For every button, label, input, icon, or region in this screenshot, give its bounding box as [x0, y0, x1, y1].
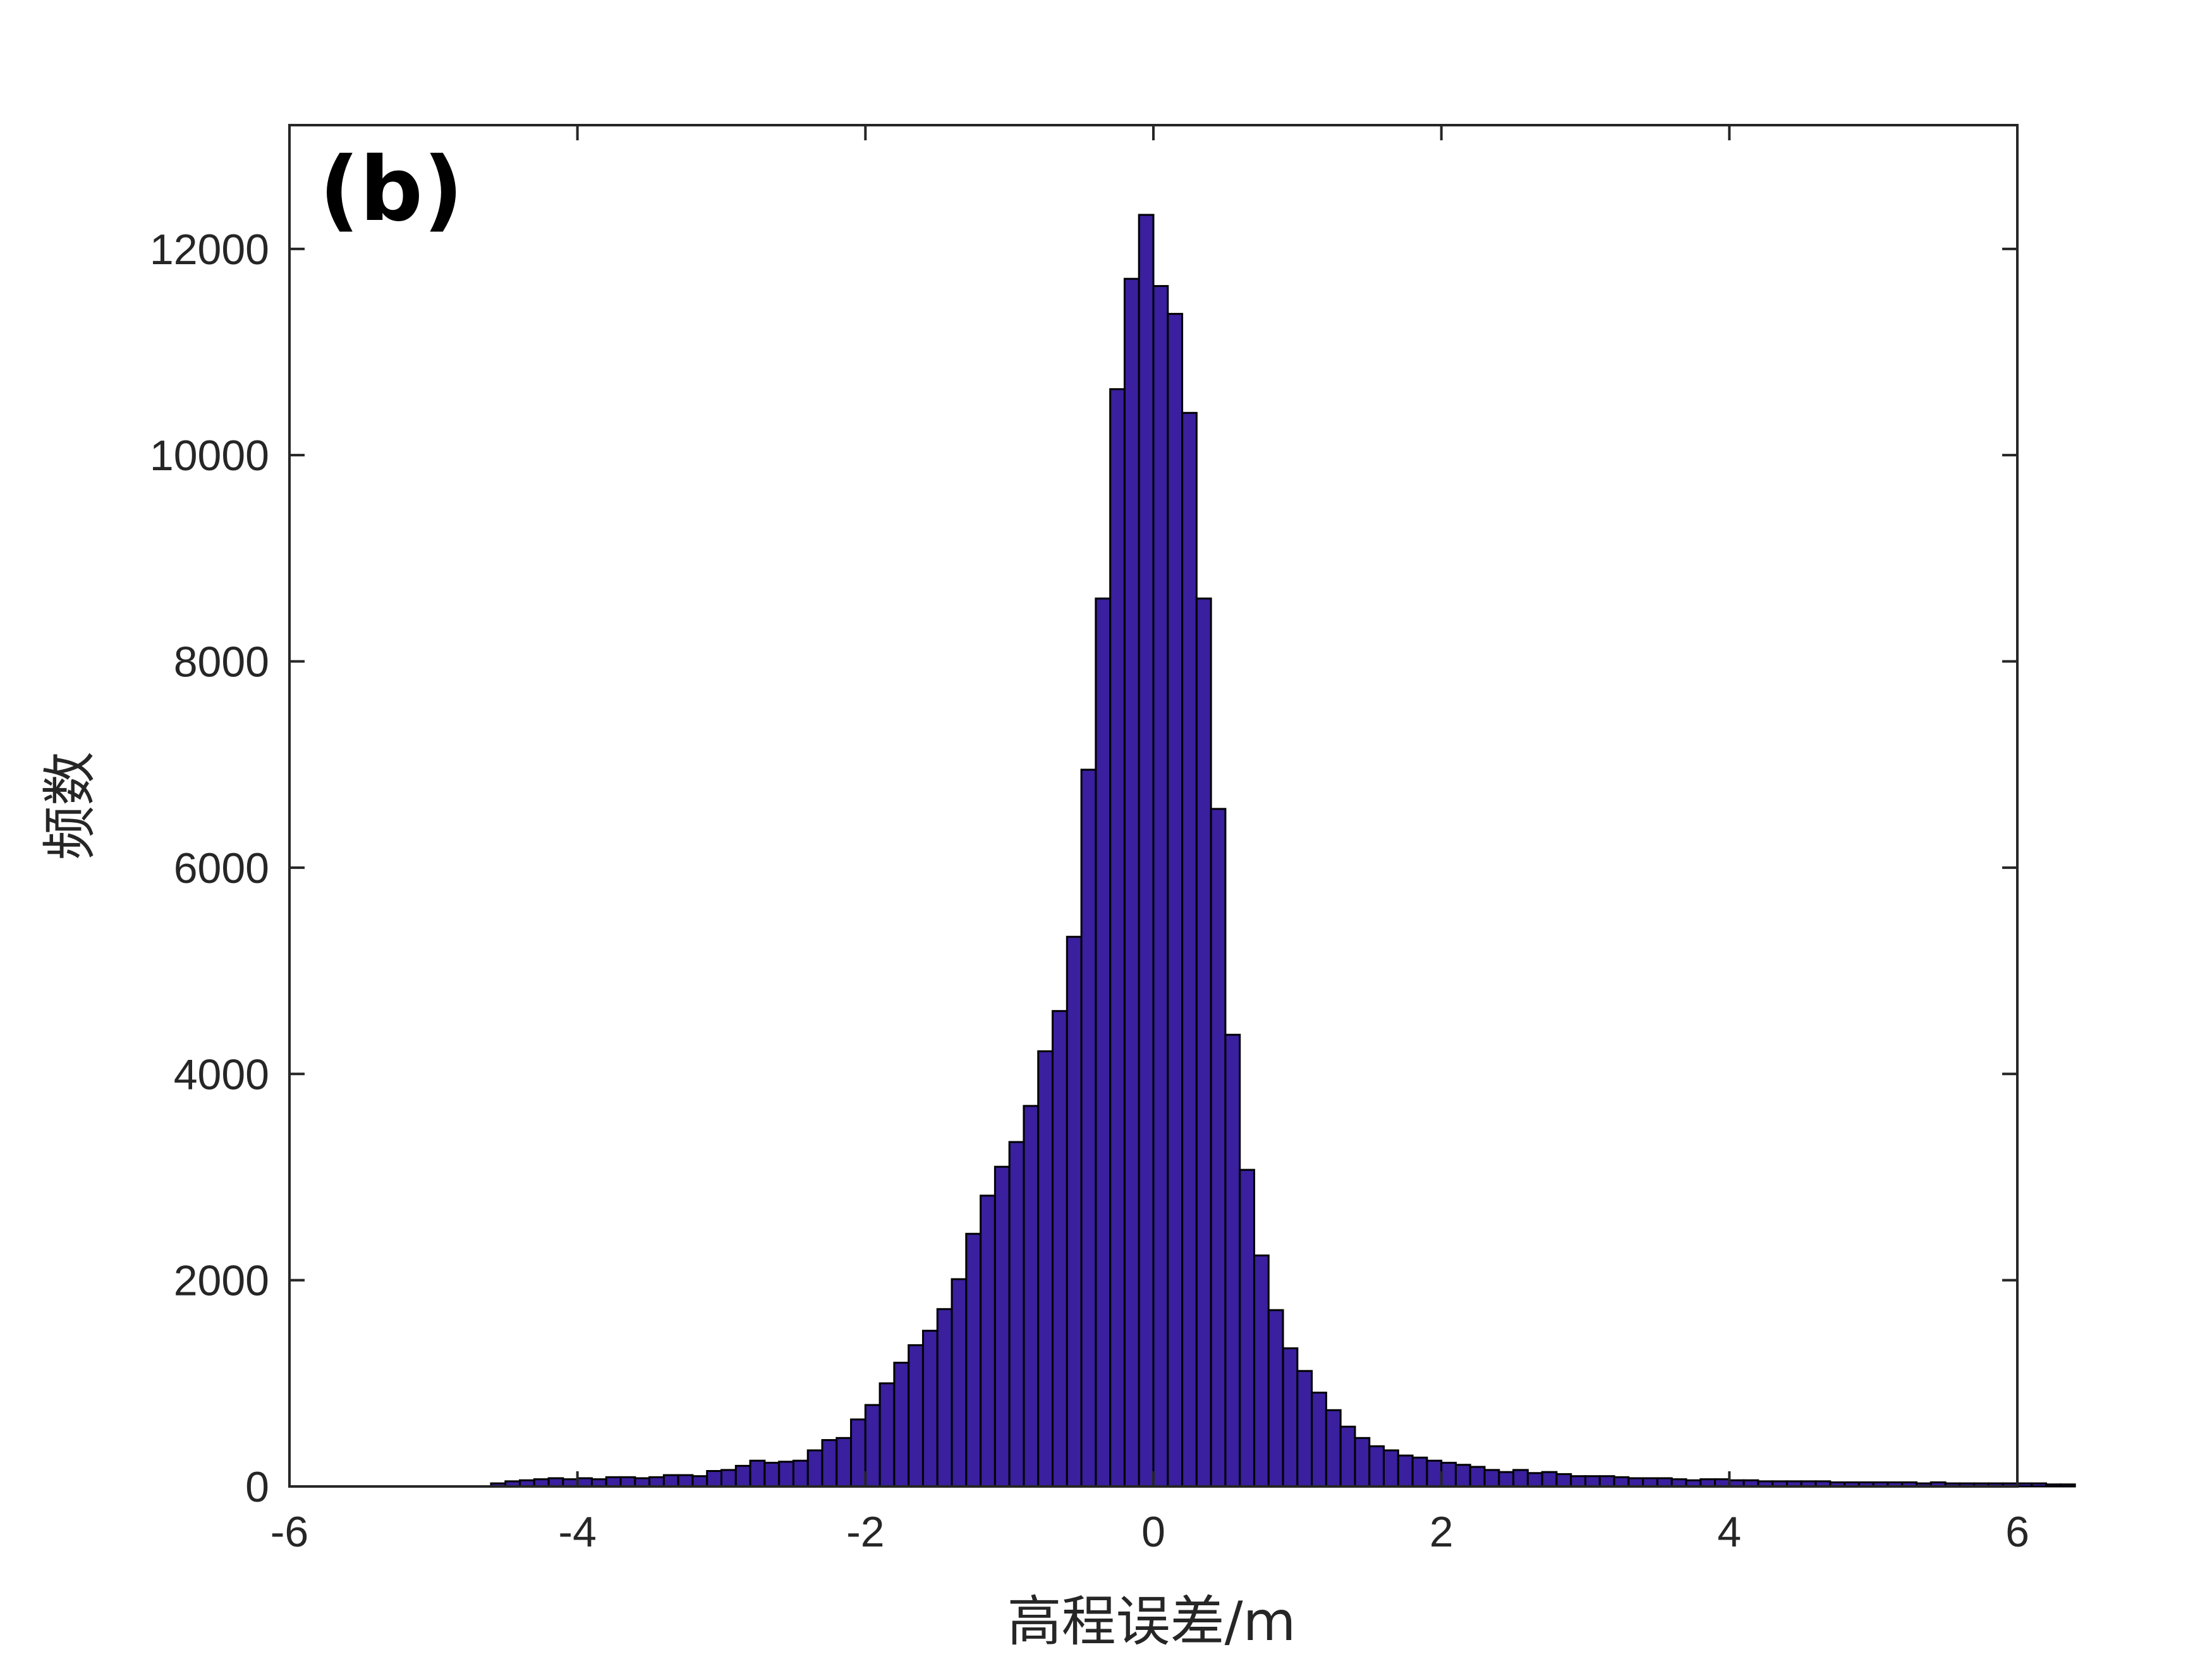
histogram-bar — [1368, 1445, 1385, 1488]
x-tick-labels: -6 -4 -2 0 2 4 6 — [270, 1508, 2029, 1556]
histogram-bar — [980, 1194, 996, 1488]
histogram-bar — [1469, 1466, 1486, 1488]
histogram-bar — [1570, 1475, 1586, 1488]
histogram-bar — [1282, 1347, 1299, 1488]
histogram-bar — [836, 1437, 853, 1488]
x-tick-label: -4 — [558, 1508, 596, 1556]
histogram-bar — [1195, 597, 1212, 1488]
histogram-bar — [2016, 1482, 2033, 1488]
histogram-bar — [1325, 1409, 1342, 1488]
histogram-bar — [1311, 1392, 1327, 1488]
histogram-bar — [921, 1330, 939, 1488]
y-tick-label: 4000 — [174, 1050, 269, 1098]
histogram-bar — [1123, 277, 1140, 1488]
histogram-bar — [1253, 1254, 1270, 1488]
histogram-bar — [2059, 1483, 2076, 1488]
histogram-bar — [2045, 1483, 2062, 1488]
y-tick-label: 10000 — [150, 432, 269, 480]
histogram-bar — [850, 1418, 866, 1488]
histogram-bar — [893, 1361, 910, 1488]
histogram-bar — [1052, 1010, 1068, 1488]
x-axis-label: 高程误差/m — [1007, 1590, 1296, 1653]
histogram-bar — [1296, 1370, 1313, 1488]
histogram-bar — [1210, 808, 1227, 1488]
histogram-bar — [1354, 1437, 1371, 1488]
histogram-bar — [1498, 1471, 1515, 1488]
histogram-bar — [1512, 1469, 1529, 1488]
histogram-bar — [1167, 313, 1184, 1488]
histogram-bar — [1037, 1050, 1054, 1488]
histogram-bar — [806, 1449, 823, 1488]
histogram-bar — [821, 1439, 838, 1488]
histogram-bar — [605, 1476, 622, 1488]
histogram-bar — [677, 1474, 694, 1488]
y-axis-label: 频数 — [39, 751, 102, 860]
histogram-bar — [1440, 1461, 1457, 1488]
y-tick-label: 2000 — [174, 1257, 269, 1305]
histogram-bar — [1584, 1475, 1601, 1488]
histogram-bar — [720, 1469, 737, 1488]
histogram-bar — [1152, 285, 1169, 1488]
histogram-bar — [1008, 1141, 1025, 1488]
histogram-bar — [1181, 411, 1198, 1488]
panel-label: (b) — [319, 138, 463, 241]
histogram-bar — [734, 1464, 751, 1488]
histogram-bar — [864, 1404, 881, 1488]
y-tick-label: 8000 — [174, 638, 269, 686]
histogram-bar — [662, 1474, 679, 1488]
histogram-bar — [749, 1459, 766, 1488]
x-tick-label: 6 — [2005, 1508, 2029, 1556]
x-tick-label: 0 — [1141, 1508, 1165, 1556]
y-tick-labels: 0 2000 4000 6000 8000 10000 12000 — [150, 226, 269, 1511]
histogram-bar — [1454, 1464, 1471, 1488]
histogram-bar — [1555, 1473, 1572, 1488]
histogram-bar — [951, 1278, 968, 1488]
histogram-bar — [1080, 769, 1097, 1488]
histogram-bar — [965, 1232, 982, 1488]
histogram-bar — [878, 1382, 896, 1488]
histogram-bar — [691, 1475, 708, 1488]
y-tick-label: 6000 — [174, 844, 269, 892]
histogram-bars — [490, 214, 2076, 1488]
histogram-bar — [2031, 1482, 2048, 1488]
histogram-bar — [908, 1344, 924, 1488]
histogram-bar — [1224, 1033, 1241, 1488]
histogram-bar — [1023, 1105, 1040, 1488]
axes-box — [288, 124, 2019, 1488]
histogram-bar — [778, 1461, 794, 1488]
histogram-bar — [1613, 1476, 1630, 1488]
histogram-bar — [1397, 1454, 1414, 1488]
histogram-bar — [619, 1476, 636, 1488]
histogram-bar — [994, 1165, 1011, 1488]
y-tick-label: 12000 — [150, 226, 269, 274]
histogram-bar — [1239, 1169, 1255, 1488]
x-tick-label: -2 — [846, 1508, 884, 1556]
x-tick-label: 2 — [1430, 1508, 1454, 1556]
histogram-bar — [648, 1476, 665, 1488]
histogram-bar — [1339, 1425, 1356, 1488]
histogram-bar — [1095, 597, 1112, 1488]
histogram-bar — [706, 1470, 723, 1488]
histogram-bar — [1411, 1456, 1428, 1488]
y-tick-label: 0 — [245, 1463, 269, 1511]
histogram-bar — [936, 1308, 953, 1488]
histogram-bar — [1526, 1472, 1543, 1488]
histogram-bar — [1066, 935, 1083, 1488]
x-tick-label: 4 — [1717, 1508, 1741, 1556]
histogram-bar — [1109, 388, 1126, 1488]
histogram-bar — [1541, 1471, 1558, 1488]
x-tick-label: -6 — [270, 1508, 308, 1556]
histogram-bar — [792, 1459, 809, 1488]
histogram-bar — [1426, 1459, 1443, 1488]
histogram-bar — [1267, 1309, 1284, 1488]
histogram-bar — [1383, 1449, 1399, 1488]
histogram-bar — [763, 1461, 781, 1488]
histogram-bar — [1598, 1475, 1615, 1488]
histogram-bar — [1138, 214, 1155, 1488]
histogram-bar — [1483, 1469, 1500, 1488]
